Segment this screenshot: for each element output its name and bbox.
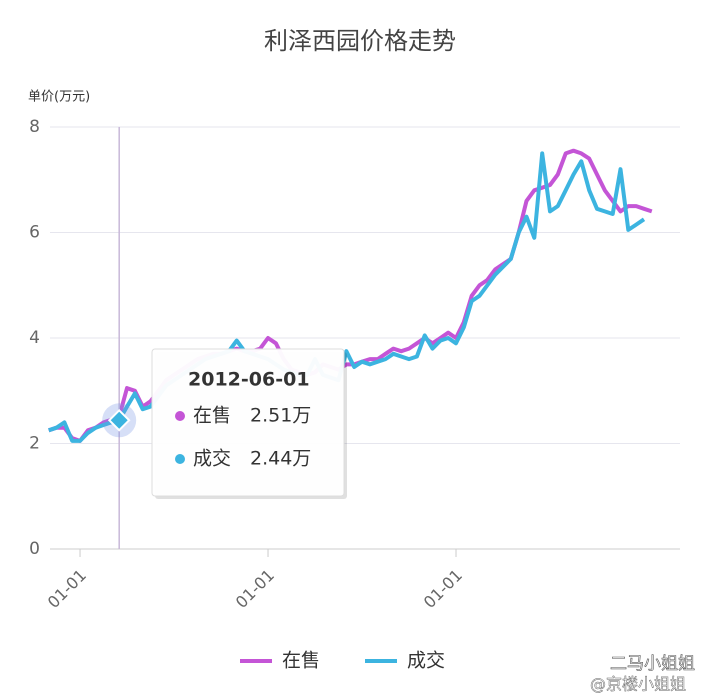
y-tick-label: 2: [29, 434, 40, 454]
lines: [48, 148, 653, 443]
tooltip-name: 成交: [193, 448, 231, 470]
series-line: [48, 151, 646, 443]
y-tick-label: 8: [29, 117, 40, 137]
x-tick-label: 01-01: [44, 566, 90, 612]
watermark: @京楼小姐姐: [590, 675, 686, 694]
y-tick-label: 6: [29, 223, 40, 243]
tooltip-value: 2.51万: [250, 405, 311, 427]
x-tick-label: 01-01: [232, 566, 278, 612]
tooltip-title: 2012-06-01: [188, 369, 310, 391]
legend-label: 在售: [282, 650, 320, 672]
chart-title: 利泽西园价格走势: [264, 27, 456, 55]
watermark: 二马小姐姐: [610, 654, 695, 674]
y-tick-label: 4: [29, 328, 40, 348]
y-axis-label: 单价(万元): [28, 90, 90, 105]
tooltip: [151, 348, 345, 497]
x-tick-label: 01-01: [420, 566, 466, 612]
tooltip-value: 2.44万: [250, 448, 311, 470]
highlight-point: [107, 408, 131, 432]
tooltip-dot: [175, 411, 185, 421]
tooltip-dot: [175, 454, 185, 464]
legend-label: 成交: [407, 650, 445, 672]
y-tick-label: 0: [29, 539, 40, 559]
series-line: [48, 148, 653, 443]
tooltip-name: 在售: [193, 405, 231, 427]
